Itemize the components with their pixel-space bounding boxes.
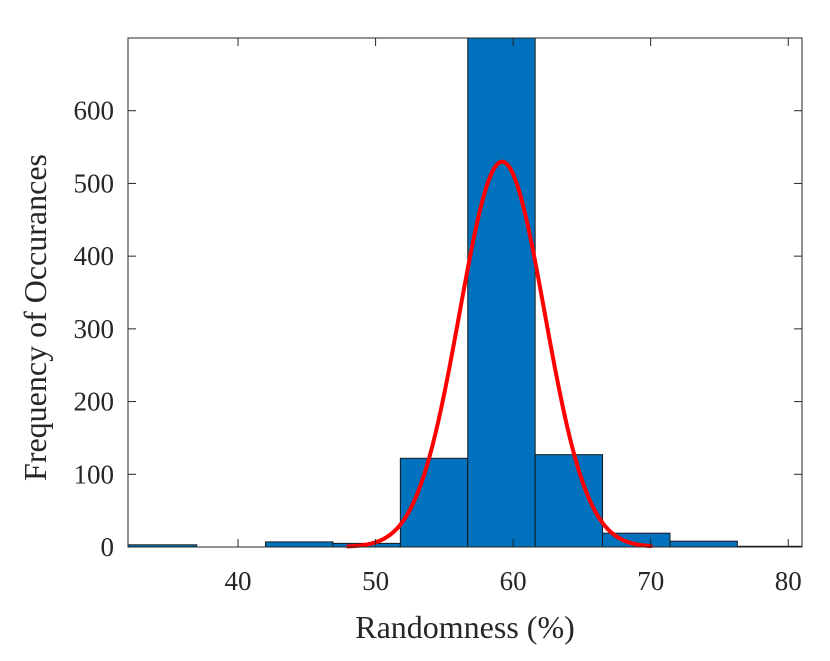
y-tick-label: 200 — [74, 387, 115, 417]
x-tick-label: 60 — [500, 566, 527, 596]
y-axis-ticks: 0 100 200 300 400 500 600 — [74, 96, 802, 562]
x-tick-label: 50 — [362, 566, 389, 596]
x-tick-label: 40 — [225, 566, 252, 596]
y-tick-label: 100 — [74, 459, 115, 489]
histogram-bar — [399, 457, 469, 548]
histogram-bar — [467, 37, 536, 548]
histogram-bar — [669, 540, 738, 548]
y-tick-label: 300 — [74, 314, 115, 344]
x-tick-label: 70 — [637, 566, 664, 596]
histogram-bar — [534, 454, 604, 548]
x-axis-label: Randomness (%) — [355, 609, 575, 645]
x-tick-label: 80 — [775, 566, 802, 596]
histogram-bar — [265, 541, 334, 548]
normal-fit-curve — [346, 159, 653, 549]
plot-area-frame — [127, 37, 803, 548]
y-axis-label: Frequency of Occurances — [17, 154, 53, 481]
x-axis-ticks: 40 50 60 70 80 — [225, 38, 802, 596]
y-tick-label: 400 — [74, 241, 115, 271]
y-tick-label: 500 — [74, 168, 115, 198]
y-tick-label: 600 — [74, 96, 115, 126]
y-tick-label: 0 — [101, 532, 115, 562]
